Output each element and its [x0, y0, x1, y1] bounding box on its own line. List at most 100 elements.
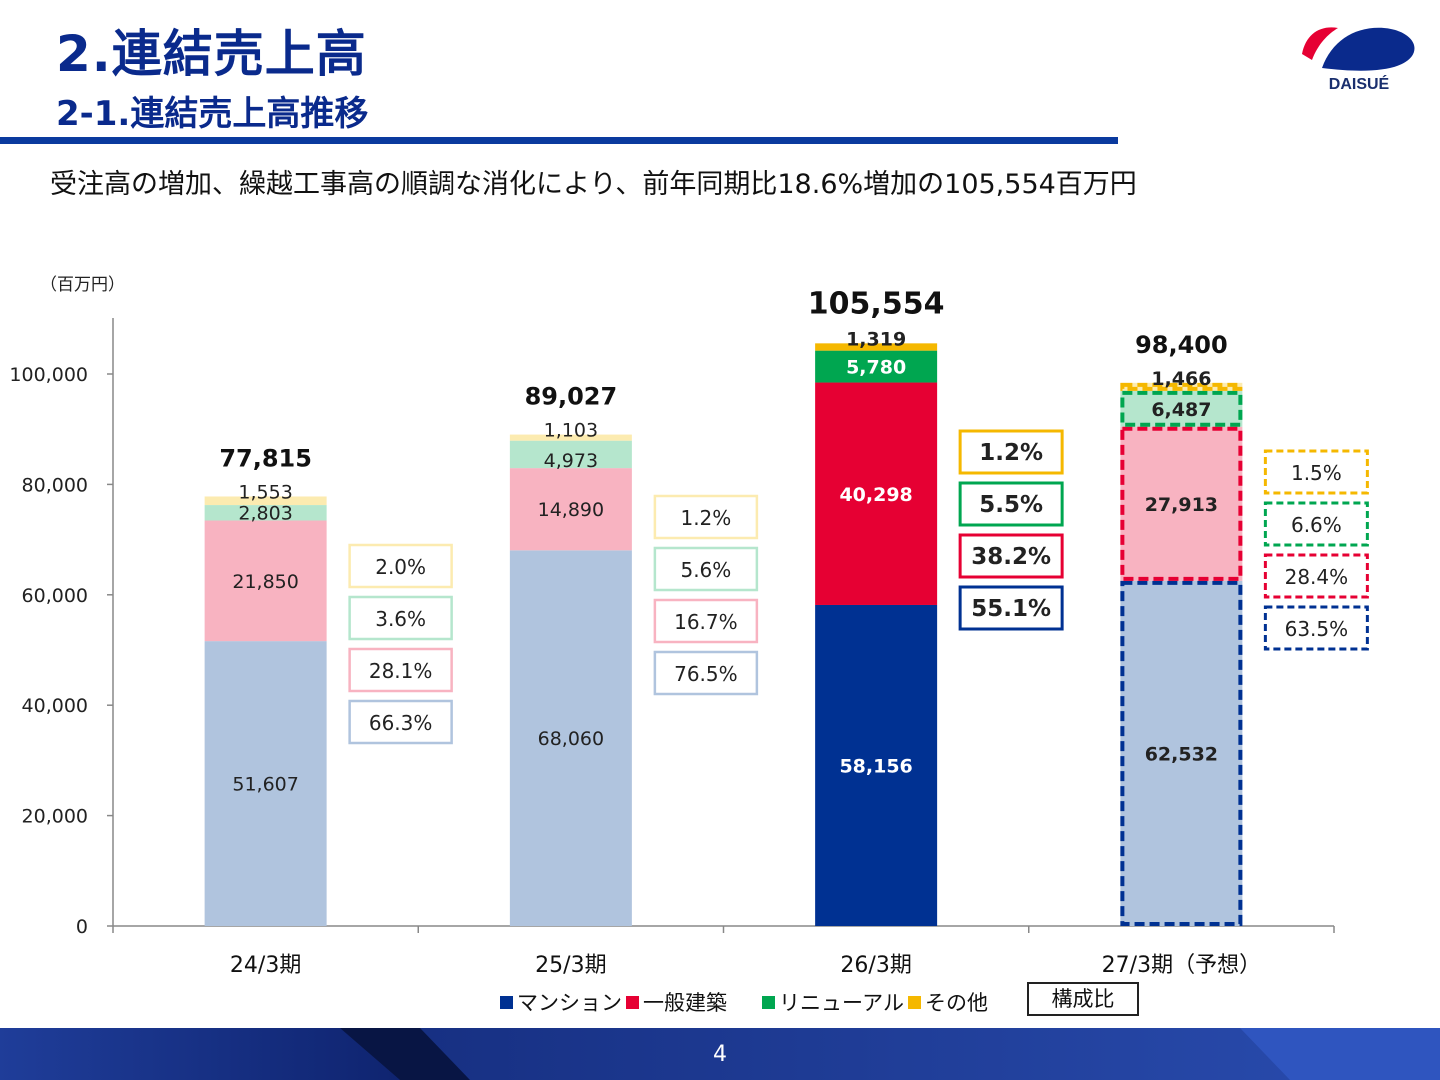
segment-label: 1,553 — [238, 481, 292, 503]
bar-segment — [1120, 580, 1243, 926]
ratio-box — [348, 595, 453, 641]
page-title: 2.連結売上高 — [56, 25, 367, 83]
x-tick-label: 27/3期（予想） — [1102, 953, 1261, 978]
page-subtitle: 2-1.連結売上高推移 — [56, 94, 369, 134]
segment-label: 27,913 — [1145, 494, 1218, 516]
ratio-label: 1.2% — [680, 506, 731, 530]
ratio-box — [958, 429, 1064, 475]
legend-swatch — [908, 996, 921, 1009]
lead-text: 受注高の増加、繰越工事高の順調な消化により、前年同期比18.6%増加の105,5… — [50, 169, 1137, 200]
x-tick-label: 26/3期 — [840, 953, 911, 978]
ratio-box — [348, 543, 453, 589]
bar-segment — [815, 382, 938, 605]
ratio-box — [653, 494, 759, 540]
company-logo: DAISUÉ — [1298, 20, 1420, 98]
bar-segment — [815, 343, 938, 351]
bar-segment — [1120, 390, 1243, 427]
ratio-label: 1.5% — [1291, 461, 1342, 485]
y-tick-label: 100,000 — [9, 364, 88, 386]
ratio-label: 28.4% — [1285, 565, 1349, 589]
bar-segment — [815, 350, 938, 383]
bar-segment — [1120, 426, 1243, 581]
sales-stacked-bar-chart: 0 20,000 40,000 60,000 80,000 100,000 24/3期 25/… — [9, 286, 1369, 978]
y-tick-label: 80,000 — [22, 474, 88, 496]
y-axis-unit: （百万円） — [40, 275, 125, 295]
ratio-label: 5.6% — [680, 558, 731, 582]
ratio-label: 63.5% — [1285, 617, 1349, 641]
segment-label: 6,487 — [1151, 399, 1211, 421]
footer-bar: 4 — [0, 1028, 1440, 1080]
segment-label: 1,319 — [846, 328, 906, 350]
ratio-label: 16.7% — [674, 610, 738, 634]
segment-label: 62,532 — [1145, 743, 1218, 765]
segment-label: 4,973 — [544, 450, 598, 472]
bar-segment — [204, 505, 327, 521]
ratio-box — [348, 699, 453, 745]
chart-bars — [204, 343, 1243, 926]
x-tick-label: 25/3期 — [535, 953, 606, 978]
ratio-box — [653, 546, 759, 592]
bar-segment — [509, 434, 632, 441]
chart-legend: マンション 一般建築 リニューアル その他 構成比 — [0, 982, 1440, 1018]
segment-label: 14,890 — [538, 499, 604, 521]
ratio-label: 66.3% — [369, 711, 433, 735]
legend-item-renewal: リニューアル — [762, 987, 904, 1017]
logo-text: DAISUÉ — [1328, 76, 1390, 93]
bar-segment — [509, 550, 632, 926]
page-number: 4 — [713, 1042, 727, 1067]
ratio-box — [1263, 501, 1369, 547]
ratio-box — [1263, 553, 1369, 599]
ratio-box — [1263, 449, 1369, 495]
legend-swatch — [626, 996, 639, 1009]
x-tick-label: 24/3期 — [230, 953, 301, 978]
segment-label: 1,466 — [1151, 368, 1211, 390]
bar-segment — [204, 641, 327, 926]
y-tick-label: 0 — [76, 916, 88, 938]
ratio-label: 55.1% — [971, 596, 1051, 622]
legend-item-general-construction: 一般建築 — [626, 987, 727, 1017]
legend-item-mansion: マンション — [500, 987, 622, 1017]
ratio-label: 76.5% — [674, 662, 738, 686]
composition-ratio-boxes: 2.0% 3.6% 28.1% 66.3% 1.2% 5.6% 16.7% 76.5% 1.2%… — [348, 429, 1369, 745]
ratio-label: 38.2% — [971, 544, 1051, 570]
ratio-label: 1.2% — [979, 440, 1043, 466]
bar-segment — [204, 496, 327, 506]
bar-segment — [509, 468, 632, 551]
segment-label: 2,803 — [238, 503, 292, 525]
ratio-box — [653, 598, 759, 644]
segment-label: 40,298 — [839, 484, 912, 506]
segment-label: 51,607 — [232, 774, 298, 796]
title-divider — [0, 137, 1118, 144]
ratio-label: 3.6% — [375, 607, 426, 631]
ratio-box — [653, 650, 759, 696]
logo-mark-icon — [1302, 27, 1415, 71]
segment-label: 68,060 — [538, 728, 604, 750]
total-label: 77,815 — [219, 444, 312, 472]
segment-label: 58,156 — [839, 755, 912, 777]
legend-composition-ratio: 構成比 — [1027, 982, 1139, 1016]
ratio-box — [958, 481, 1064, 527]
forecast-outline — [1120, 382, 1243, 391]
bar-segment — [815, 604, 938, 926]
ratio-label: 5.5% — [979, 492, 1043, 518]
y-tick-label: 20,000 — [22, 806, 88, 828]
legend-swatch — [762, 996, 775, 1009]
segment-label: 5,780 — [846, 357, 906, 379]
bar-segment — [1120, 382, 1243, 391]
legend-swatch — [500, 996, 513, 1009]
bar-segment — [204, 520, 327, 642]
y-tick-label: 60,000 — [22, 585, 88, 607]
ratio-box — [1263, 605, 1369, 651]
ratio-label: 28.1% — [369, 659, 433, 683]
legend-item-other: その他 — [908, 987, 988, 1017]
ratio-box — [958, 533, 1064, 579]
ratio-box — [348, 647, 453, 693]
forecast-outline — [1120, 580, 1243, 926]
bar-segment — [509, 440, 632, 469]
ratio-label: 6.6% — [1291, 513, 1342, 537]
footer-background — [0, 1028, 1440, 1080]
segment-label: 21,850 — [232, 571, 298, 593]
total-label: 89,027 — [525, 383, 618, 411]
ratio-label: 2.0% — [375, 555, 426, 579]
